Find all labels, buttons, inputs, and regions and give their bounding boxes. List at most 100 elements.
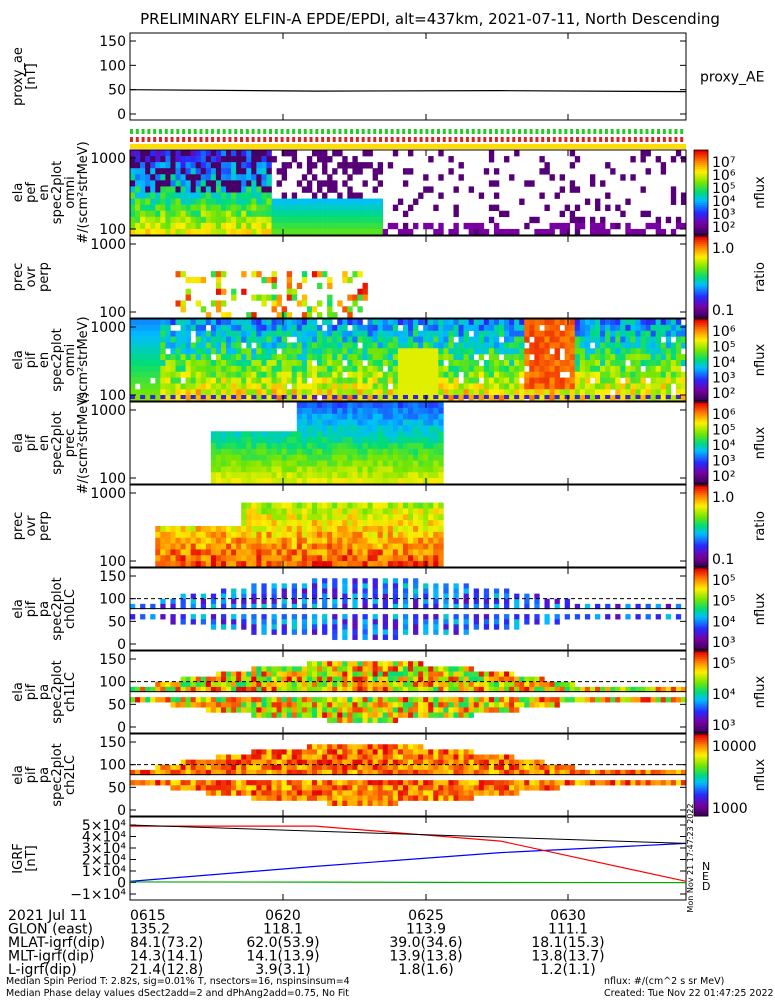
pa-cell xyxy=(145,686,151,693)
spectrogram-cell xyxy=(231,168,237,175)
pa-cell xyxy=(311,578,318,584)
spectrogram-cell xyxy=(231,437,237,444)
pa-cell xyxy=(382,614,388,620)
spectrogram-cell xyxy=(352,348,358,355)
spectrogram-cell xyxy=(165,168,171,175)
spectrogram-cell xyxy=(402,402,409,409)
spectrogram-cell xyxy=(347,526,353,533)
spectrogram-cell xyxy=(200,162,207,169)
spectrogram-cell xyxy=(296,531,303,539)
spectrogram-cell xyxy=(620,330,626,337)
panel-proxy_ae-frame xyxy=(129,32,687,121)
spectrogram-cell xyxy=(347,348,353,355)
spectrogram-cell xyxy=(130,336,136,343)
spectrogram-cell xyxy=(347,514,353,521)
spectrogram-cell xyxy=(564,389,571,396)
spectrogram-cell xyxy=(185,389,191,396)
pa-cell xyxy=(296,702,303,708)
spectrogram-cell xyxy=(256,216,262,224)
pa-cell xyxy=(423,614,429,620)
spectrogram-cell xyxy=(453,371,459,378)
spectrogram-cell xyxy=(680,330,687,337)
pa-cell xyxy=(332,676,338,682)
spectrogram-cell xyxy=(246,192,252,199)
colorbar-segment xyxy=(694,289,708,292)
spectrogram-cell xyxy=(306,395,313,402)
spectrogram-cell xyxy=(574,156,581,163)
spectrogram-cell xyxy=(514,319,520,326)
spectrogram-cell xyxy=(569,324,576,332)
spectrogram-cell xyxy=(569,348,576,355)
spectrogram-cell xyxy=(185,192,191,199)
colorbar-segment xyxy=(694,305,708,309)
spectrogram-cell xyxy=(281,312,287,319)
spectrogram-cell xyxy=(357,448,363,456)
spectrogram-cell xyxy=(367,514,373,521)
pa-cell xyxy=(322,629,328,635)
spectrogram-cell xyxy=(251,537,257,544)
spectrogram-cell xyxy=(382,543,389,550)
colorbar-segment xyxy=(694,536,708,539)
spectrogram-cell xyxy=(246,543,252,550)
spectrogram-cell xyxy=(332,561,338,568)
pa-cell xyxy=(428,676,434,682)
spectrogram-cell xyxy=(327,216,333,224)
spectrogram-cell xyxy=(251,150,257,157)
pa-cell xyxy=(357,671,363,677)
pa-cell xyxy=(190,686,196,693)
pa-cell xyxy=(175,697,181,703)
pa-cell xyxy=(433,671,439,677)
spectrogram-cell xyxy=(418,448,424,456)
pa-cell xyxy=(473,614,479,620)
spectrogram-cell xyxy=(357,460,363,467)
pa-cell xyxy=(413,578,419,584)
spectrogram-cell xyxy=(226,319,232,326)
spectrogram-cell xyxy=(377,549,384,556)
pa-cell xyxy=(382,712,388,718)
pa-cell xyxy=(261,697,267,703)
panel-epdi_prec-frame xyxy=(129,401,687,485)
spectrogram-cell xyxy=(281,514,287,521)
pa-cell xyxy=(271,614,277,620)
spectrogram-cell xyxy=(220,319,227,326)
pa-cell xyxy=(266,707,272,713)
pa-cell xyxy=(317,666,323,672)
spectrogram-cell xyxy=(402,419,409,426)
spectrogram-cell xyxy=(615,360,621,367)
pa-cell xyxy=(574,614,581,620)
spectrogram-cell xyxy=(413,514,419,521)
spectrogram-cell xyxy=(418,336,424,343)
pa-cell xyxy=(322,588,328,594)
pa-cell xyxy=(453,624,459,630)
spectrogram-cell xyxy=(210,150,217,157)
spectrogram-cell xyxy=(291,383,298,390)
pa-cell xyxy=(271,588,277,594)
spectrogram-cell xyxy=(291,377,298,384)
status-red-mark xyxy=(292,137,296,142)
spectrogram-cell xyxy=(160,216,166,224)
spectrogram-cell xyxy=(362,407,368,415)
spectrogram-cell xyxy=(165,365,171,373)
spectrogram-cell xyxy=(458,395,464,402)
spectrogram-cell xyxy=(372,216,378,224)
spectrogram-cell xyxy=(554,365,560,373)
spectrogram-cell xyxy=(210,472,217,479)
spectrogram-cell xyxy=(670,198,677,205)
spectrogram-cell xyxy=(347,419,353,426)
spectrogram-cell xyxy=(185,371,191,378)
spectrogram-cell xyxy=(130,174,136,181)
spectrogram-cell xyxy=(271,561,277,568)
pa-cell xyxy=(342,583,348,589)
spectrogram-cell xyxy=(291,502,298,509)
spectrogram-cell xyxy=(271,330,277,337)
spectrogram-cell xyxy=(150,204,156,212)
spectrogram-cell xyxy=(256,222,262,230)
spectrogram-cell xyxy=(205,561,212,568)
pa-cell xyxy=(165,697,171,703)
pa-cell xyxy=(493,598,500,605)
spectrogram-cell xyxy=(226,354,232,361)
pa-cell xyxy=(220,686,227,693)
status-green-mark xyxy=(130,129,133,134)
pa-cell xyxy=(473,619,479,625)
pa-cell xyxy=(554,619,560,625)
